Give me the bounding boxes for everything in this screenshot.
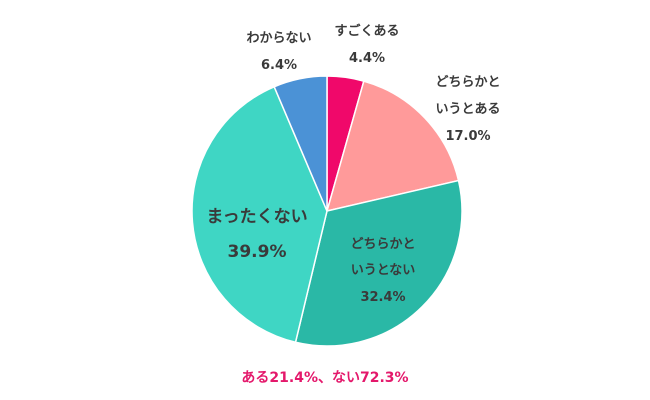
label-wakaranai: わからない bbox=[246, 31, 311, 46]
slice-mattaku-nai bbox=[191, 85, 328, 344]
slice-dochiraka-nai bbox=[294, 179, 463, 347]
label-dochiraka-nai-line2: いうとない bbox=[351, 263, 416, 278]
label-dochiraka-aru-line2: いうとある bbox=[435, 102, 500, 117]
value-dochiraka-nai: 32.4% bbox=[360, 290, 405, 305]
value-mattaku-nai: 39.9% bbox=[228, 242, 287, 262]
slice-wakaranai bbox=[273, 75, 328, 212]
value-dochiraka-aru: 17.0% bbox=[445, 129, 490, 144]
value-wakaranai: 6.4% bbox=[261, 58, 297, 73]
label-sugoku-aru: すごくある bbox=[334, 23, 399, 39]
value-sugoku-aru: 4.4% bbox=[349, 51, 385, 66]
label-mattaku-nai: まったくない bbox=[206, 207, 307, 227]
label-dochiraka-nai-line1: どちらかと bbox=[350, 237, 415, 252]
summary-text: ある21.4%、ない72.3% bbox=[241, 370, 408, 386]
pie-slices bbox=[191, 75, 463, 347]
slice-dochiraka-aru bbox=[325, 80, 460, 213]
label-dochiraka-aru-line1: どちらかと bbox=[435, 75, 500, 90]
